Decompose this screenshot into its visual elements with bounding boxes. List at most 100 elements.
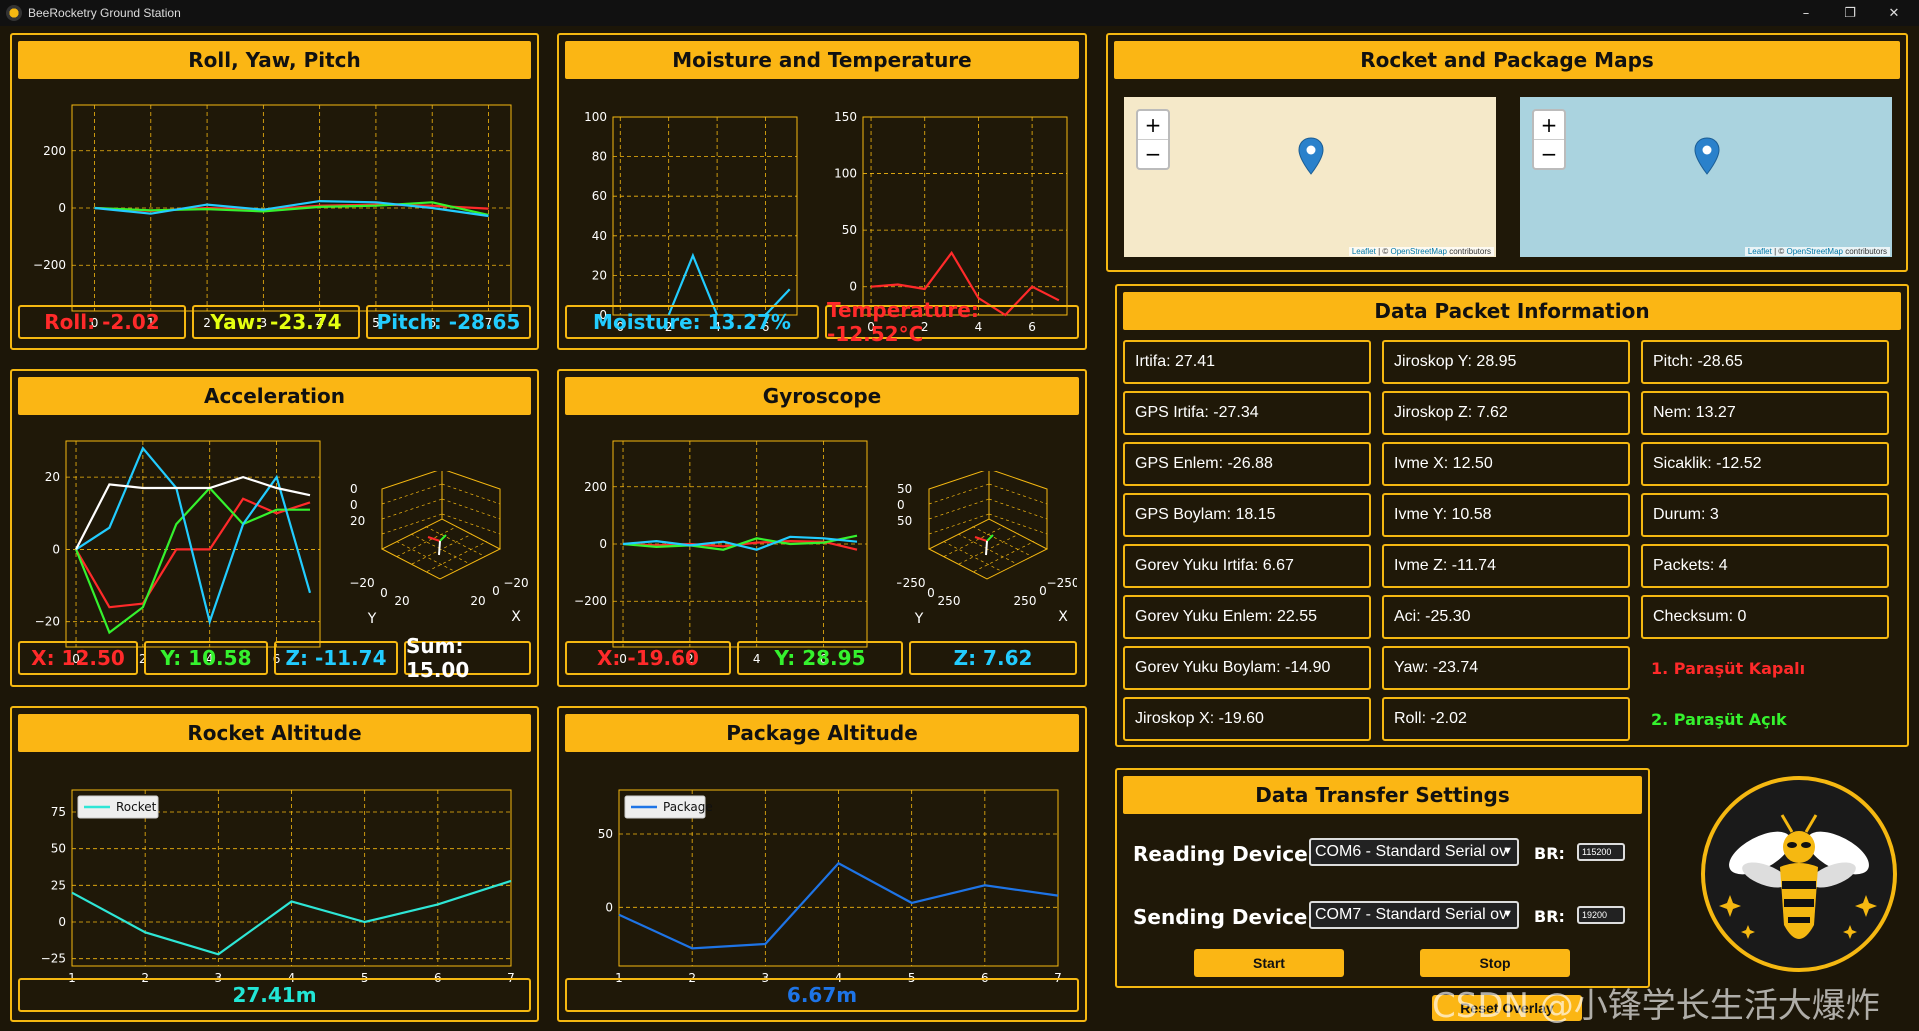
osm-link[interactable]: OpenStreetMap [1390,247,1447,256]
x-tick-label: 250 [1014,594,1037,608]
cube-grid [988,513,1048,535]
sending-device-value: COM7 - Standard Serial ov [1315,906,1508,923]
y-tick-label: 0 [52,542,60,556]
series-line [71,879,512,956]
packet-cell: Aci: -25.30 [1382,595,1630,639]
package-altitude-value: 6.67m [565,978,1079,1012]
package-map-zoom-in-button[interactable]: + [1540,113,1558,137]
rocket-altitude-chart: 1 2 3 4 5 6 7 75 50 25 0 −25 Rocket [22,780,527,990]
x-tick-label: 2 [665,320,673,334]
legend-label: Package [663,800,713,814]
x-tick-label: 6 [762,320,770,334]
transfer-settings-title: Data Transfer Settings [1123,776,1642,814]
y-axis-label: Y [367,611,377,627]
moisture-value: Moisture: 13.27% [565,305,819,339]
attribution-separator: | © [1375,247,1391,256]
reading-device-label: Reading Device: [1133,842,1316,866]
packet-cell: Irtifa: 27.41 [1123,340,1371,384]
y-tick-label: −250 [897,576,925,590]
packet-cell: 1. Paraşüt Kapalı [1651,658,1806,678]
y-tick-label: 0 [599,308,607,322]
stop-button[interactable]: Stop [1420,949,1570,977]
packet-cell: GPS Irtifa: -27.34 [1123,391,1371,435]
x-tick-label: 4 [753,652,761,666]
acceleration-panel: Acceleration 0 2 4 6 20 0 −20 0 0 20 20 0 −20 −20 0 20… [10,369,539,687]
series-line [74,486,310,635]
accel-x-value: X: 12.50 [18,641,138,675]
cube-grid [425,526,486,557]
reading-baudrate-input[interactable]: 115200 [1577,843,1625,861]
sending-baudrate-input[interactable]: 19200 [1577,906,1625,924]
bee-app-icon [6,5,22,21]
series-line [622,535,858,551]
x-tick-label: 6 [273,652,281,666]
gyro-x-value: X: -19.60 [565,641,731,675]
restore-button[interactable]: ❐ [1844,5,1856,21]
package-map[interactable]: + − Leaflet | © OpenStreetMap contributo… [1520,97,1892,257]
cube-grid [410,533,471,565]
cube-grid [426,541,488,572]
chevron-down-icon: ▼ [1502,908,1513,920]
vector-x [974,536,988,542]
x-axis-label: X [511,609,521,625]
x-axis-label: X [1058,609,1068,625]
rocket-map-zoom-out-button[interactable]: − [1138,139,1168,168]
y-tick-label: 0 [927,586,935,600]
x-tick-label: 6 [820,652,828,666]
y-tick-label: 40 [592,229,607,243]
vector-y [439,534,447,542]
package-map-zoom-out-button[interactable]: − [1534,139,1564,168]
leaflet-link[interactable]: Leaflet [1351,247,1376,256]
sending-device-select[interactable]: COM7 - Standard Serial ov ▼ [1309,901,1519,929]
x-tick-label: 3 [260,316,268,330]
gyroscope-title: Gyroscope [565,377,1079,415]
package-location-marker-icon[interactable] [1694,137,1720,175]
transfer-settings-panel: Data Transfer Settings Reading Device: C… [1115,768,1650,988]
reset-overlay-button[interactable]: Reset Overlay [1432,995,1582,1021]
maps-title: Rocket and Package Maps [1114,41,1900,79]
moisture-temperature-panel: Moisture and Temperature 0 2 4 6 0 20 40 60 80 10… [557,33,1087,350]
x-tick-label: 0 [1039,584,1047,598]
gyroscope-panel: Gyroscope 0 2 4 6 200 0 −200 50 0 50 250 0 −250 −250… [557,369,1087,687]
rocket-map[interactable]: + − Leaflet | © OpenStreetMap contributo… [1124,97,1496,257]
accel-z-value: Z: -11.74 [274,641,398,675]
reading-device-select[interactable]: COM6 - Standard Serial ov ▼ [1309,838,1519,866]
packet-cell: Nem: 13.27 [1641,391,1889,435]
attribution-tail: contributors [1446,247,1491,256]
packet-cell: Gorev Yuku Irtifa: 6.67 [1123,544,1371,588]
y-tick-label: 50 [51,842,66,856]
reading-device-value: COM6 - Standard Serial ov [1315,843,1508,860]
x-tick-label: −250 [1047,576,1077,590]
start-button[interactable]: Start [1194,949,1344,977]
reading-br-label: BR: [1534,844,1565,863]
leaflet-link[interactable]: Leaflet [1747,247,1772,256]
cube-grid [928,483,990,505]
y-tick-label: 75 [51,805,66,819]
rocket-map-zoom-in-button[interactable]: + [1144,113,1162,137]
rpy-chart: 0 1 2 3 4 5 6 7 200 0 −200 [22,95,527,335]
y-tick-label: 20 [394,594,409,608]
rocket-altitude-title: Rocket Altitude [18,714,531,752]
packet-cell: Jiroskop Z: 7.62 [1382,391,1630,435]
series-line [667,252,791,316]
legend-box [624,795,706,819]
cube-grid [928,513,990,535]
x-tick-label: 6 [1028,320,1036,334]
y-tick-label: 200 [43,144,66,158]
x-tick-label: 0 [867,320,875,334]
osm-link[interactable]: OpenStreetMap [1786,247,1843,256]
y-tick-label: 25 [51,878,66,892]
x-tick-label: 7 [485,316,493,330]
cube-grid [381,483,443,505]
acceleration-title: Acceleration [18,377,531,415]
y-tick-label: 0 [58,915,66,929]
packet-cell: Packets: 4 [1641,544,1889,588]
bee-logo-icon [1701,776,1897,972]
acceleration-chart: 0 2 4 6 20 0 −20 [16,431,336,671]
cube-grid [441,498,501,520]
z-tick-label: 20 [350,514,365,528]
rocket-location-marker-icon[interactable] [1298,137,1324,175]
minimize-button[interactable]: – [1802,5,1810,21]
close-button[interactable]: ✕ [1888,5,1900,21]
cube-grid [396,541,456,572]
